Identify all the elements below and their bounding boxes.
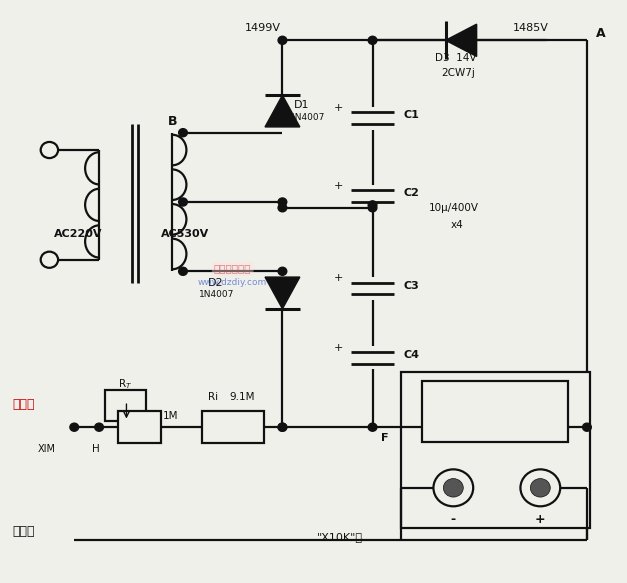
Circle shape: [278, 267, 287, 275]
Circle shape: [179, 267, 187, 275]
Text: AC530V: AC530V: [161, 229, 209, 239]
Circle shape: [368, 423, 377, 431]
Text: +: +: [535, 513, 545, 526]
Text: -: -: [451, 513, 456, 526]
Text: 10μ/400V: 10μ/400V: [428, 203, 478, 213]
Polygon shape: [265, 277, 300, 309]
Text: C4: C4: [404, 350, 419, 360]
Bar: [401, 373, 590, 528]
Text: +: +: [334, 273, 343, 283]
Text: 1485V: 1485V: [512, 23, 548, 33]
Text: 1499V: 1499V: [245, 23, 281, 33]
Circle shape: [179, 129, 187, 137]
Text: D1: D1: [293, 100, 309, 110]
Text: +: +: [334, 181, 343, 191]
Circle shape: [95, 423, 103, 431]
Circle shape: [278, 36, 287, 44]
Circle shape: [368, 201, 377, 209]
Text: 黑表笔: 黑表笔: [12, 525, 34, 538]
Text: 电子制作天地: 电子制作天地: [214, 264, 251, 273]
Text: D2: D2: [208, 279, 223, 289]
Text: C2: C2: [404, 188, 419, 198]
Text: "X10K"挡: "X10K"挡: [317, 532, 362, 542]
Text: 2CW7j: 2CW7j: [441, 68, 475, 78]
Text: D3  14V: D3 14V: [435, 52, 476, 62]
Text: x4: x4: [450, 220, 463, 230]
Circle shape: [278, 198, 287, 206]
Circle shape: [179, 198, 187, 206]
Text: +: +: [334, 103, 343, 113]
Text: H: H: [92, 444, 100, 454]
Text: C1: C1: [404, 110, 419, 120]
Circle shape: [278, 423, 287, 431]
Text: 9.1M: 9.1M: [229, 392, 255, 402]
Circle shape: [582, 423, 591, 431]
Text: XIM: XIM: [38, 444, 56, 454]
Circle shape: [278, 423, 287, 431]
Circle shape: [70, 423, 78, 431]
Circle shape: [443, 479, 463, 497]
Text: 1N4007: 1N4007: [290, 113, 325, 122]
Text: A: A: [596, 27, 606, 40]
Text: F: F: [381, 433, 388, 442]
Circle shape: [278, 203, 287, 212]
Text: AC220V: AC220V: [54, 229, 102, 239]
Polygon shape: [265, 95, 300, 127]
Bar: [105, 389, 145, 422]
Text: R$_T$: R$_T$: [118, 377, 132, 391]
Circle shape: [530, 479, 551, 497]
Bar: [202, 411, 264, 443]
Text: Ri: Ri: [208, 392, 218, 402]
Bar: [422, 381, 568, 442]
Bar: [118, 411, 161, 443]
Text: www.dzdiy.com: www.dzdiy.com: [198, 278, 267, 287]
Polygon shape: [446, 24, 477, 57]
Text: +: +: [334, 342, 343, 353]
Circle shape: [368, 36, 377, 44]
Text: 1M: 1M: [163, 410, 179, 421]
Circle shape: [368, 203, 377, 212]
Text: 1N4007: 1N4007: [199, 290, 234, 299]
Text: B: B: [167, 115, 177, 128]
Text: C3: C3: [404, 281, 419, 291]
Text: 红表笔: 红表笔: [12, 398, 34, 410]
